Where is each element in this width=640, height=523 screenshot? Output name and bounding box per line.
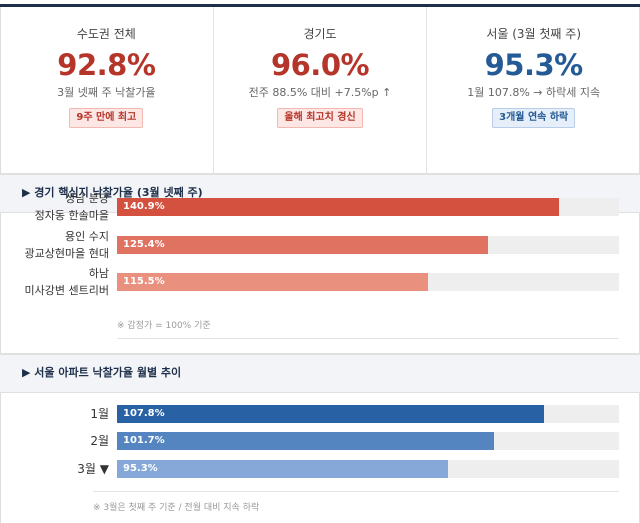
bar-track: 125.4%: [117, 236, 619, 254]
bar-label-line1: 성남 분당: [65, 192, 109, 205]
stat-label: 경기도: [303, 27, 337, 41]
stat-label: 서울 (3월 첫째 주): [486, 27, 582, 41]
divider: [93, 491, 619, 492]
stat-sub: 1월 107.8% → 하락세 지속: [467, 86, 601, 99]
section-header-seoul: ▶ 서울 아파트 낙찰가율 월별 추이: [0, 353, 640, 393]
bar-fill: 107.8%: [117, 405, 544, 423]
bar-track: 107.8%: [117, 405, 619, 423]
bar-track: 101.7%: [117, 432, 619, 450]
bar-label: 성남 분당 정자동 한솔마을: [35, 190, 109, 224]
stat-label: 수도권 전체: [76, 27, 136, 41]
bar-label-line2: 미사강변 센트리버: [24, 284, 109, 297]
stats-panel: 수도권 전체 92.8% 3월 넷째 주 낙찰가율 9주 만에 최고 경기도 9…: [0, 7, 640, 173]
stat-value: 96.0%: [270, 48, 370, 82]
bar-label-line2: 광교상현마을 현대: [24, 247, 109, 260]
bar-track: 115.5%: [117, 273, 619, 291]
bar-fill: 115.5%: [117, 273, 429, 291]
stat-seoul: 서울 (3월 첫째 주) 95.3% 1월 107.8% → 하락세 지속 3개…: [427, 7, 640, 173]
bar-row: 하남 미사강변 센트리버 115.5%: [0, 265, 640, 299]
bar-row: 1월 107.8%: [0, 405, 640, 423]
bar-label: 3월 ▼: [77, 462, 109, 476]
bar-row: 용인 수지 광교상현마을 현대 125.4%: [0, 228, 640, 262]
bar-label-line1: 용인 수지: [65, 230, 109, 243]
bar-label: 하남 미사강변 센트리버: [25, 265, 109, 299]
stat-badge: 9주 만에 최고: [69, 108, 144, 128]
bar-track: 140.9%: [117, 198, 619, 216]
bar-label-line1: 하남: [88, 267, 109, 280]
note-seoul: ※ 3월은 첫째 주 기준 / 전월 대비 지속 하락: [93, 503, 260, 513]
bar-value: 140.9%: [123, 201, 165, 212]
note-gyeonggi: ※ 감정가 = 100% 기준: [117, 321, 211, 331]
stat-badge: 3개월 연속 하락: [492, 108, 576, 128]
bar-value: 107.8%: [123, 408, 165, 419]
bar-row: 3월 ▼ 95.3%: [0, 460, 640, 478]
bar-label-line2: 정자동 한솔마을: [34, 209, 109, 222]
stat-badge: 올해 최고치 경신: [277, 108, 363, 128]
stat-value: 92.8%: [57, 48, 156, 82]
bar-fill: 101.7%: [117, 432, 494, 450]
stat-sub: 전주 88.5% 대비 +7.5%p ↑: [248, 86, 392, 99]
top-accent-bar: [0, 4, 640, 7]
bar-value: 101.7%: [123, 435, 165, 446]
divider: [117, 338, 619, 339]
bar-value: 95.3%: [123, 463, 158, 474]
bar-row: 성남 분당 정자동 한솔마을 140.9%: [0, 190, 640, 224]
bar-label: 1월: [90, 407, 109, 421]
stat-sub: 3월 넷째 주 낙찰가율: [57, 86, 156, 99]
bar-value: 125.4%: [123, 239, 165, 250]
bar-fill: 95.3%: [117, 460, 449, 478]
bar-label: 2월: [90, 434, 109, 448]
bar-fill: 140.9%: [117, 198, 559, 216]
stat-metro: 수도권 전체 92.8% 3월 넷째 주 낙찰가율 9주 만에 최고: [0, 7, 214, 173]
bar-fill: 125.4%: [117, 236, 489, 254]
bar-row: 2월 101.7%: [0, 432, 640, 450]
stat-gyeonggi: 경기도 96.0% 전주 88.5% 대비 +7.5%p ↑ 올해 최고치 경신: [214, 7, 428, 173]
bar-track: 95.3%: [117, 460, 619, 478]
stat-value: 95.3%: [484, 48, 584, 82]
bar-label: 용인 수지 광교상현마을 현대: [25, 228, 109, 262]
bar-value: 115.5%: [123, 276, 165, 287]
